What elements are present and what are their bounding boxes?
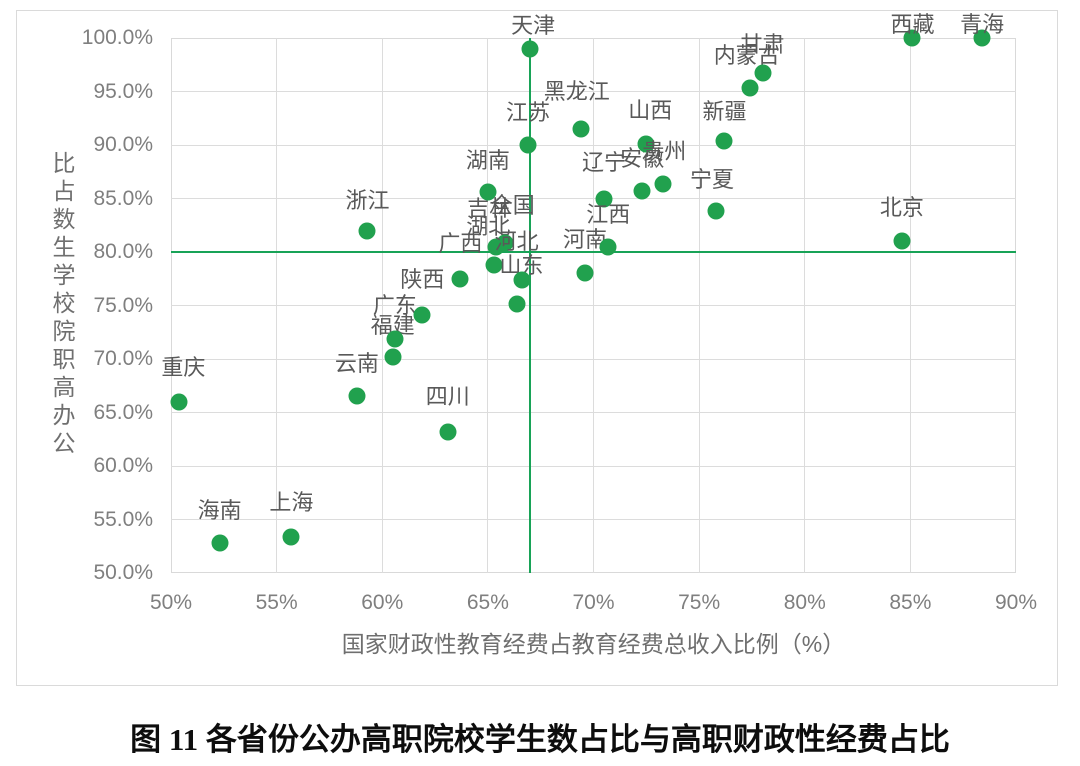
data-point-label: 山西 xyxy=(628,97,673,123)
data-point xyxy=(903,29,921,47)
y-tick-label: 55.0% xyxy=(93,507,153,531)
data-point-label: 北京 xyxy=(879,195,924,221)
data-point xyxy=(170,393,188,411)
data-point-label: 广西 xyxy=(438,230,483,256)
figure-caption: 图 11 各省份公办高职院校学生数占比与高职财政性经费占比 xyxy=(130,722,950,757)
data-point-label: 上海 xyxy=(269,489,314,515)
gridline-horizontal xyxy=(171,519,1016,520)
data-point-label: 浙江 xyxy=(345,187,390,213)
data-point xyxy=(508,295,526,313)
data-point xyxy=(599,238,617,256)
data-point-label: 江西 xyxy=(586,201,631,227)
y-tick-label: 85.0% xyxy=(93,186,153,210)
data-point-label: 陕西 xyxy=(400,267,445,293)
data-point-label: 宁夏 xyxy=(690,167,735,193)
y-tick-label: 90.0% xyxy=(93,133,153,156)
data-point xyxy=(572,120,590,138)
data-point xyxy=(451,270,469,288)
data-point-label: 云南 xyxy=(334,351,379,377)
gridline-horizontal xyxy=(171,91,1016,92)
data-point xyxy=(637,135,655,153)
data-point-label: 广东 xyxy=(372,292,417,318)
data-point-label: 河南 xyxy=(563,227,608,253)
data-point-label: 四川 xyxy=(425,383,470,409)
data-point xyxy=(439,423,457,441)
data-point-label: 贵州 xyxy=(642,138,687,164)
x-axis-title: 国家财政性教育经费占教育经费总收入比例（%） xyxy=(341,631,846,657)
y-tick-label: 95.0% xyxy=(93,79,153,103)
x-tick-label: 85% xyxy=(889,591,932,614)
data-point xyxy=(282,528,300,546)
data-point-label: 海南 xyxy=(197,498,242,524)
chart-frame xyxy=(16,10,1058,686)
data-point xyxy=(485,256,503,274)
data-point xyxy=(211,534,229,552)
x-tick-label: 70% xyxy=(572,591,615,614)
data-point xyxy=(384,348,402,366)
gridline-horizontal xyxy=(171,305,1016,306)
x-tick-label: 65% xyxy=(466,591,509,614)
data-point-label: 辽宁 xyxy=(582,149,627,175)
gridline-horizontal xyxy=(171,412,1016,413)
data-point xyxy=(521,40,539,58)
data-point xyxy=(595,190,613,207)
data-point xyxy=(413,306,431,324)
data-point xyxy=(358,222,376,240)
x-tick-label: 60% xyxy=(361,591,404,614)
x-tick-label: 50% xyxy=(149,591,193,614)
x-tick-label: 75% xyxy=(678,591,721,614)
y-axis-title: 比占数生学校院职高办公 xyxy=(49,151,75,459)
data-point-label: 西藏 xyxy=(890,12,935,37)
reference-line-vertical xyxy=(528,38,532,573)
data-point xyxy=(386,330,404,348)
data-point xyxy=(893,232,911,250)
data-point-label: 黑龙江 xyxy=(543,78,610,104)
data-point-label: 吉林 xyxy=(467,195,512,221)
data-point-label: 甘肃 xyxy=(740,32,785,58)
y-tick-label: 100.0% xyxy=(81,26,153,49)
gridline-horizontal xyxy=(171,358,1016,360)
data-point xyxy=(496,234,514,252)
data-point xyxy=(973,29,991,47)
data-point-label: 青海 xyxy=(960,12,1005,37)
x-tick-label: 55% xyxy=(255,591,298,614)
data-point-label: 天津 xyxy=(511,12,556,38)
y-tick-label: 65.0% xyxy=(93,400,153,424)
data-point-label: 湖南 xyxy=(465,148,510,174)
y-tick-label: 60.0% xyxy=(93,454,153,477)
data-point-label: 新疆 xyxy=(702,98,747,124)
data-point xyxy=(754,64,771,82)
data-point xyxy=(654,175,672,193)
data-point xyxy=(519,136,537,154)
x-tick-label: 80% xyxy=(783,591,826,614)
x-tick-label: 90% xyxy=(994,591,1038,614)
data-point xyxy=(479,183,497,201)
data-point xyxy=(633,182,651,200)
y-tick-label: 80.0% xyxy=(93,240,153,263)
y-tick-label: 70.0% xyxy=(93,347,153,370)
data-point xyxy=(707,202,725,220)
gridline-horizontal xyxy=(171,144,1016,146)
data-point-label: 内蒙古 xyxy=(713,43,780,69)
y-tick-label: 50.0% xyxy=(93,561,153,584)
gridline-horizontal xyxy=(171,465,1016,467)
data-point-label: 湖北 xyxy=(466,213,511,239)
reference-line-horizontal xyxy=(171,250,1016,254)
data-point xyxy=(741,79,759,97)
data-point xyxy=(348,387,366,405)
data-point-label: 重庆 xyxy=(161,354,206,380)
data-point xyxy=(513,271,531,289)
data-point-label: 全国 xyxy=(490,193,535,219)
data-point-label: 河北 xyxy=(494,228,539,254)
gridline-horizontal xyxy=(171,198,1016,199)
data-point xyxy=(715,132,733,150)
data-point-label: 江苏 xyxy=(505,100,551,125)
y-tick-label: 75.0% xyxy=(93,293,153,317)
data-point xyxy=(576,264,594,282)
